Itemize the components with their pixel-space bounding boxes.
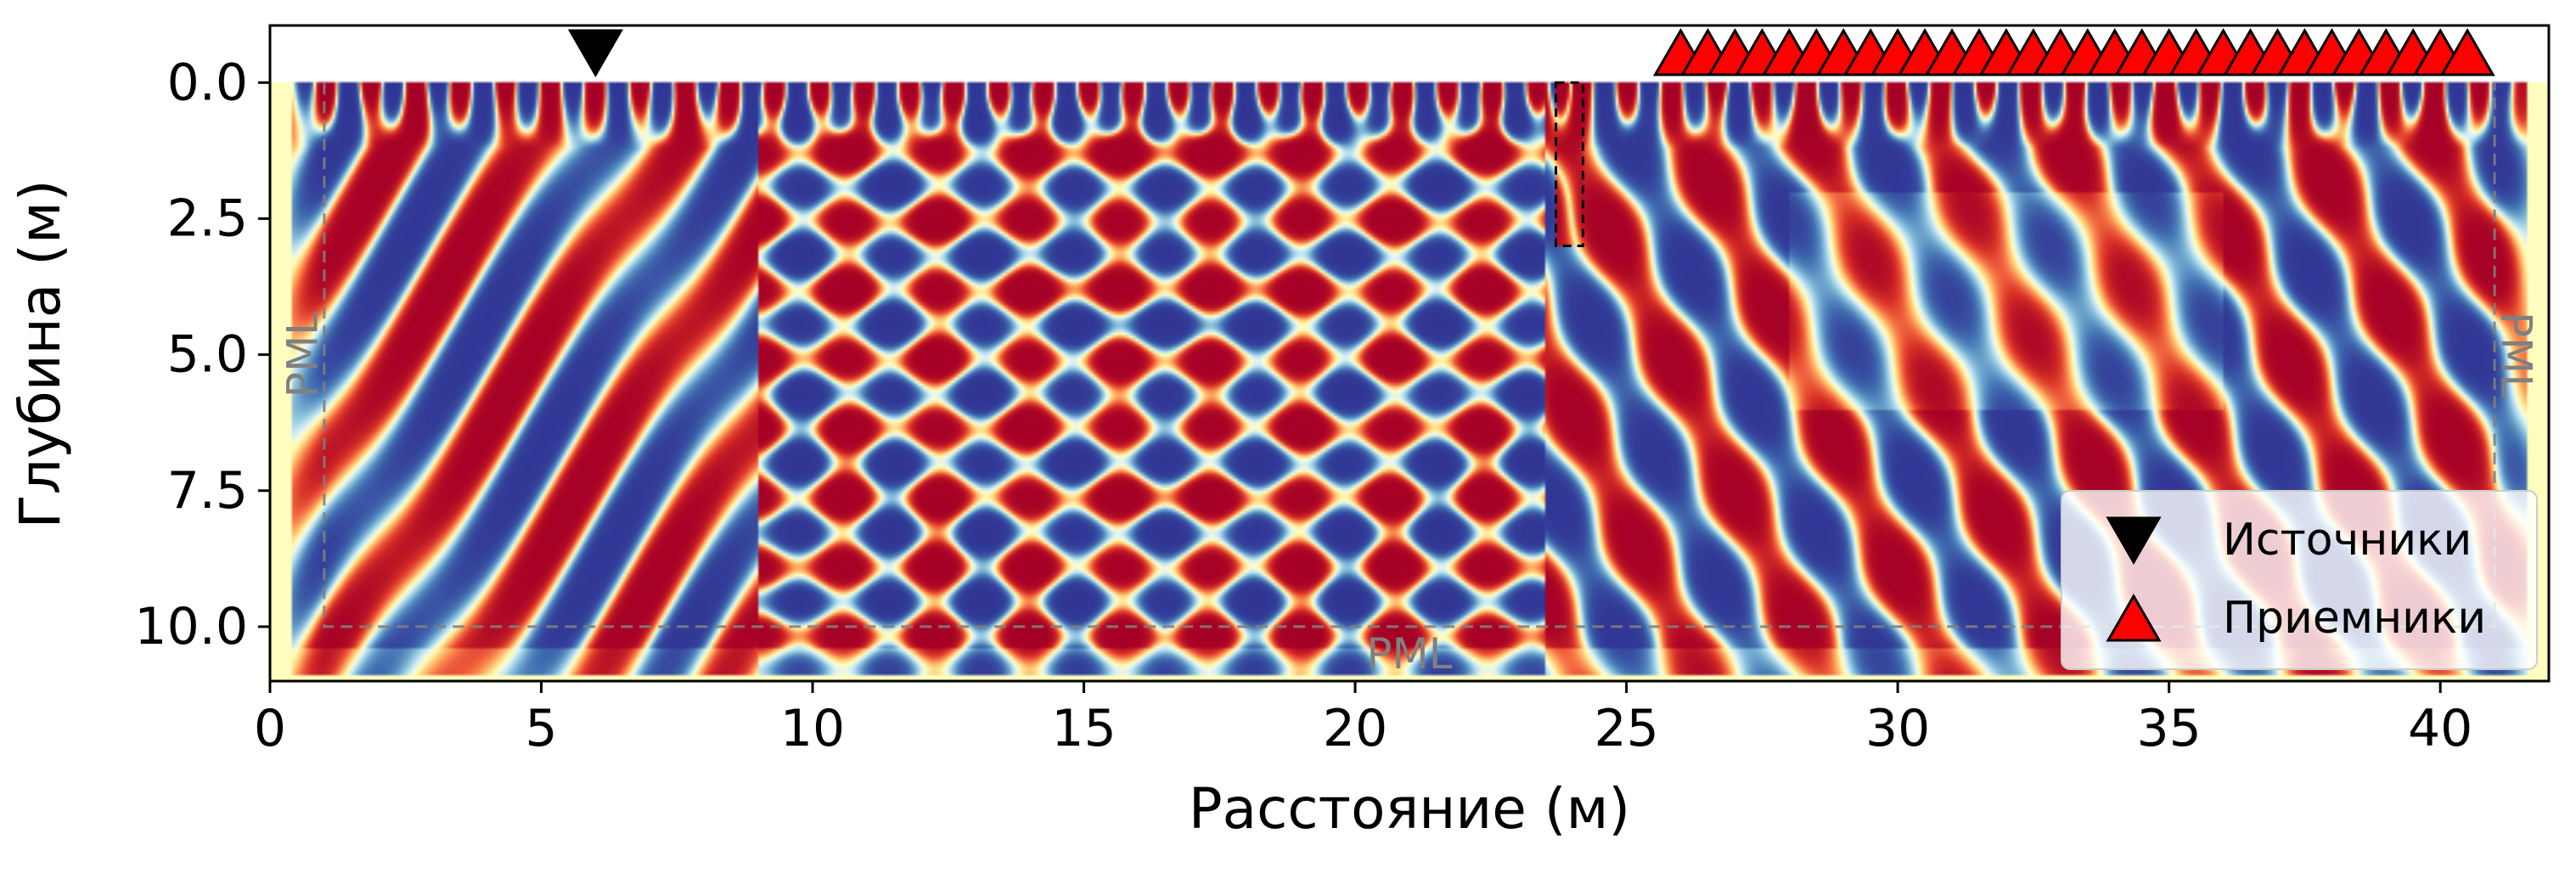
- y-tick-label-3: 7.5: [167, 461, 248, 521]
- marker-layer: [567, 28, 2495, 78]
- legend-receiver-marker: [2106, 593, 2162, 642]
- x-tick-label-6: 30: [1865, 699, 1930, 758]
- y-tick-label-4: 10.0: [134, 597, 248, 656]
- legend-box: [2061, 490, 2538, 670]
- y-tick-label-2: 5.0: [167, 325, 248, 385]
- axes-layer: 0 5 10 15 20 25 30 35 40 0.0 2.5 5.0 7.5 10.0: [134, 24, 2551, 758]
- x-axis-label: Расстояние (м): [1189, 776, 1630, 842]
- x-tick-label-8: 40: [2408, 699, 2472, 758]
- x-tick-label-7: 35: [2136, 699, 2201, 758]
- anomaly-box: [1555, 81, 1584, 247]
- x-tick-label-5: 25: [1594, 699, 1658, 758]
- y-tick-label-0: 0.0: [167, 53, 248, 112]
- legend-source-marker: [2106, 516, 2162, 566]
- x-tick-label-4: 20: [1323, 699, 1387, 758]
- legend: Источники Приемники: [2061, 490, 2538, 670]
- plot-frame: [268, 24, 2551, 683]
- y-tick-label-1: 2.5: [167, 189, 248, 248]
- x-tick-label-2: 10: [780, 699, 845, 758]
- x-tick-label-0: 0: [254, 699, 286, 758]
- pml-label-0: PML: [278, 312, 327, 397]
- pml-boundary-line: [323, 82, 2496, 628]
- legend-label-receivers: Приемники: [2223, 593, 2486, 644]
- pml-label-2: PML: [1366, 629, 1452, 679]
- x-tick-label-1: 5: [525, 699, 557, 758]
- legend-label-sources: Источники: [2223, 515, 2472, 566]
- pml-layer: PML PML PML: [278, 82, 2541, 679]
- source-marker-0: [567, 29, 624, 78]
- receiver-marker-29: [2439, 28, 2495, 76]
- x-tick-label-3: 15: [1051, 699, 1116, 758]
- pml-label-1: PML: [2492, 312, 2541, 397]
- y-axis-label: Глубина (м): [8, 180, 73, 529]
- anomaly-box-layer: [1555, 81, 1584, 247]
